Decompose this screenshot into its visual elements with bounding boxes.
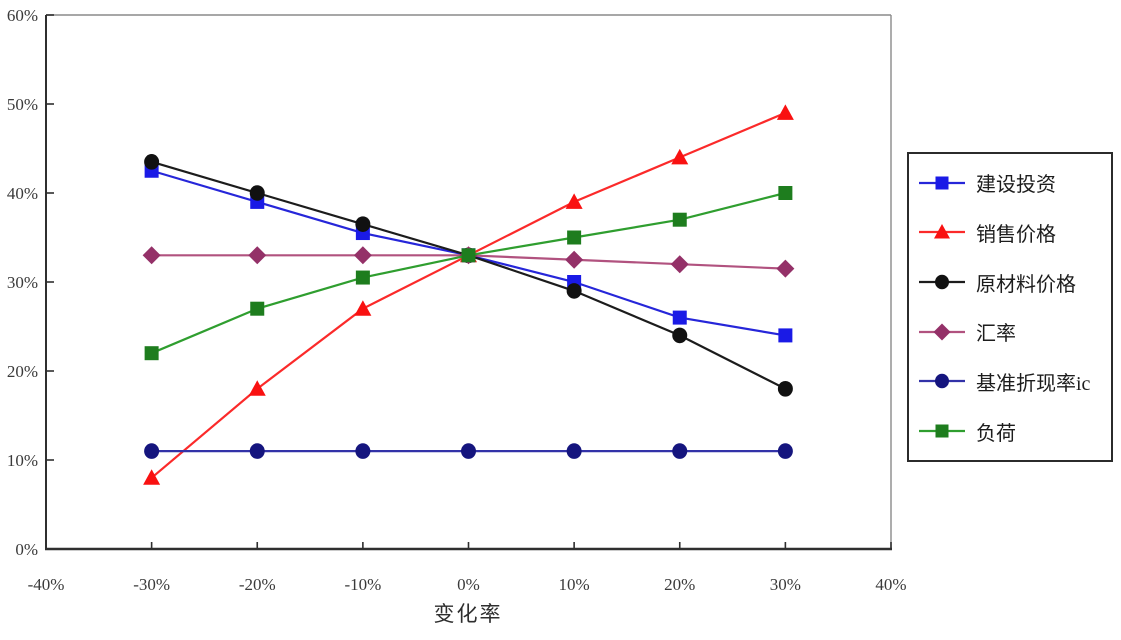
- legend-item: 建设投资: [918, 168, 1111, 197]
- square-marker-icon: [778, 328, 793, 343]
- triangle-marker-icon: [776, 104, 794, 120]
- legend-key-icon: [919, 323, 965, 341]
- circle-marker-icon: [461, 443, 476, 459]
- circle-marker-icon: [355, 443, 371, 459]
- square-marker-icon: [672, 212, 687, 227]
- legend-item: 汇率: [918, 317, 1111, 346]
- legend-item: 销售价格: [918, 218, 1111, 247]
- square-marker-icon: [935, 176, 949, 190]
- y-tick-label: 40%: [7, 184, 38, 203]
- diamond-marker-icon: [248, 246, 267, 265]
- diamond-marker-icon: [565, 250, 584, 269]
- circle-marker-icon: [777, 443, 793, 459]
- circle-marker-icon: [566, 443, 582, 459]
- circle-marker-icon: [249, 443, 265, 459]
- x-tick-label: -10%: [344, 575, 381, 594]
- diamond-marker-icon: [670, 255, 689, 274]
- legend-key-icon: [919, 224, 965, 239]
- legend-key-icon: [919, 424, 965, 438]
- circle-marker-icon: [355, 216, 371, 232]
- x-tick-label: -20%: [239, 575, 276, 594]
- square-marker-icon: [672, 310, 687, 325]
- circle-marker-icon: [935, 374, 949, 389]
- diamond-marker-icon: [776, 259, 795, 278]
- triangle-marker-icon: [143, 469, 161, 485]
- triangle-marker-icon: [565, 193, 583, 209]
- circle-marker-icon: [144, 443, 160, 459]
- legend-label: 原材料价格: [976, 273, 1076, 296]
- square-marker-icon: [355, 270, 370, 285]
- legend-label: 建设投资: [976, 174, 1056, 197]
- series-line-5: [151, 191, 786, 355]
- x-tick-label: 0%: [457, 575, 480, 594]
- series-line-2: [151, 160, 786, 390]
- diamond-marker-icon: [142, 246, 161, 265]
- y-tick-label: 60%: [7, 6, 38, 25]
- legend-key-icon: [919, 176, 965, 190]
- x-tick-label: 40%: [875, 575, 906, 594]
- diamond-marker-icon: [933, 323, 951, 341]
- circle-marker-icon: [935, 274, 949, 290]
- y-tick-label: 0%: [15, 540, 38, 559]
- x-tick-label: 30%: [770, 575, 801, 594]
- legend-label: 基准折现率ic: [976, 372, 1091, 395]
- circle-marker-icon: [777, 381, 793, 397]
- square-marker-icon: [250, 301, 265, 316]
- circle-marker-icon: [672, 327, 688, 344]
- legend-label: 汇率: [976, 323, 1016, 346]
- diamond-marker-icon: [353, 246, 372, 265]
- triangle-marker-icon: [354, 300, 372, 316]
- circle-marker-icon: [249, 185, 265, 201]
- legend-item: 基准折现率ic: [918, 367, 1111, 396]
- x-axis-title: 变化率: [433, 602, 503, 626]
- square-marker-icon: [567, 230, 582, 245]
- x-tick-label: -40%: [28, 575, 65, 594]
- square-marker-icon: [778, 186, 793, 200]
- circle-marker-icon: [566, 283, 582, 299]
- x-tick-label: 20%: [664, 575, 695, 594]
- y-tick-label: 10%: [7, 451, 38, 470]
- triangle-marker-icon: [671, 148, 689, 165]
- legend-item: 负荷: [918, 417, 1111, 446]
- y-tick-label: 20%: [7, 362, 38, 381]
- y-tick-label: 30%: [7, 273, 38, 292]
- circle-marker-icon: [672, 443, 688, 459]
- square-marker-icon: [461, 248, 476, 263]
- circle-marker-icon: [144, 154, 160, 170]
- y-tick-label: 50%: [7, 95, 38, 114]
- square-marker-icon: [144, 346, 159, 361]
- legend-key-icon: [919, 374, 965, 389]
- legend-label: 销售价格: [976, 223, 1056, 246]
- square-marker-icon: [935, 424, 949, 438]
- legend-item: 原材料价格: [918, 268, 1111, 297]
- triangle-marker-icon: [934, 224, 950, 239]
- x-tick-label: -30%: [133, 575, 170, 594]
- x-tick-label: 10%: [559, 575, 590, 594]
- series-line-1: [150, 111, 786, 479]
- legend-box: 建设投资销售价格原材料价格汇率基准折现率ic 负荷: [907, 152, 1113, 462]
- legend-key-icon: [919, 274, 965, 290]
- triangle-marker-icon: [248, 380, 266, 396]
- legend-label: 负荷: [976, 422, 1016, 445]
